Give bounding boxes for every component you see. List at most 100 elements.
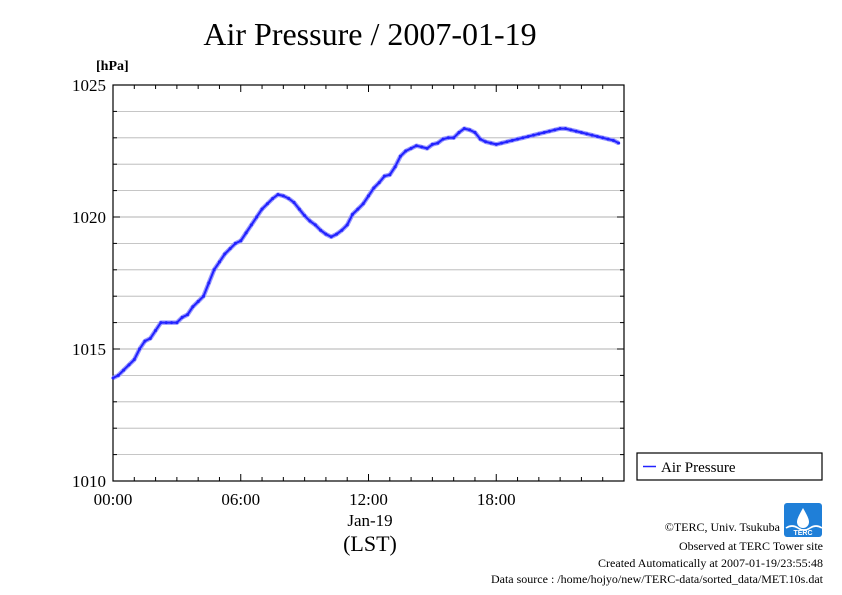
series-line xyxy=(112,127,620,379)
x-tick-label: 12:00 xyxy=(349,490,388,509)
data-point xyxy=(340,228,344,232)
data-point xyxy=(297,207,301,211)
data-point xyxy=(265,202,269,206)
data-point xyxy=(478,137,482,141)
data-point xyxy=(484,140,488,144)
data-point xyxy=(526,134,530,138)
data-point xyxy=(558,127,562,131)
data-point xyxy=(436,141,440,145)
data-point xyxy=(260,207,264,211)
data-point xyxy=(468,128,472,132)
data-point xyxy=(441,137,445,141)
data-point xyxy=(595,134,599,138)
series-layer xyxy=(111,126,621,381)
legend: Air Pressure xyxy=(636,452,823,481)
data-point xyxy=(111,376,115,380)
created-text: Created Automatically at 2007-01-19/23:5… xyxy=(598,556,823,570)
data-point xyxy=(212,268,216,272)
data-point xyxy=(452,136,456,140)
data-point xyxy=(537,132,541,136)
data-point xyxy=(393,165,397,169)
data-point xyxy=(521,136,525,140)
data-point xyxy=(217,260,221,264)
data-point xyxy=(201,294,205,298)
data-point xyxy=(563,127,567,131)
data-point xyxy=(255,215,259,219)
data-point xyxy=(207,281,211,285)
data-point xyxy=(404,149,408,153)
data-point xyxy=(138,347,142,351)
y-tick-label: 1015 xyxy=(72,340,106,359)
data-point xyxy=(601,136,605,140)
x-tick-label: 18:00 xyxy=(477,490,516,509)
data-point xyxy=(516,137,520,141)
observed-text: Observed at TERC Tower site xyxy=(679,539,823,553)
data-point xyxy=(372,186,376,190)
data-point xyxy=(494,142,498,146)
y-axis-label: [hPa] xyxy=(96,59,129,74)
data-point xyxy=(223,252,227,256)
data-point xyxy=(319,228,323,232)
grid-lines xyxy=(113,111,624,456)
data-point xyxy=(154,329,158,333)
tick-labels: 1010 1015 1020 1025 00:00 06:00 12:00 18:00 xyxy=(72,76,516,509)
data-point xyxy=(356,207,360,211)
logo-drop-icon xyxy=(797,508,809,528)
data-point xyxy=(361,202,365,206)
data-point xyxy=(127,363,131,367)
y-tick-label: 1010 xyxy=(72,472,106,491)
data-point xyxy=(159,321,163,325)
x-tick-label: 00:00 xyxy=(94,490,133,509)
data-point xyxy=(446,136,450,140)
data-point xyxy=(430,142,434,146)
data-point xyxy=(122,368,126,372)
data-point xyxy=(143,339,147,343)
data-point xyxy=(425,146,429,150)
data-point xyxy=(148,336,152,340)
data-point xyxy=(590,133,594,137)
data-point xyxy=(292,200,296,204)
data-point xyxy=(489,141,493,145)
data-point xyxy=(180,315,184,319)
data-point xyxy=(606,137,610,141)
data-point xyxy=(271,197,275,201)
data-point xyxy=(324,232,328,236)
data-point xyxy=(249,223,253,227)
data-point xyxy=(164,321,168,325)
data-point xyxy=(186,313,190,317)
series-line-halo xyxy=(112,126,620,381)
source-text: Data source : /home/hojyo/new/TERC-data/… xyxy=(491,572,824,586)
data-point xyxy=(569,128,573,132)
data-point xyxy=(281,194,285,198)
data-point xyxy=(579,131,583,135)
data-point xyxy=(287,197,291,201)
data-point xyxy=(335,232,339,236)
legend-box xyxy=(636,452,823,481)
data-point xyxy=(170,321,174,325)
data-point xyxy=(542,131,546,135)
data-point xyxy=(547,129,551,133)
data-point xyxy=(244,231,248,235)
copyright-text: ©TERC, Univ. Tsukuba xyxy=(665,520,781,534)
data-point xyxy=(409,146,413,150)
data-point xyxy=(308,219,312,223)
logo-text: TERC xyxy=(793,530,812,537)
data-point xyxy=(239,239,243,243)
data-point xyxy=(457,131,461,135)
data-point xyxy=(574,129,578,133)
data-point xyxy=(329,235,333,239)
data-point xyxy=(382,174,386,178)
axis-ticks xyxy=(112,84,625,482)
data-point xyxy=(532,133,536,137)
data-point xyxy=(132,358,136,362)
data-point xyxy=(510,138,514,142)
data-point xyxy=(233,241,237,245)
data-point xyxy=(585,132,589,136)
x-tick-label: 06:00 xyxy=(221,490,260,509)
data-point xyxy=(313,223,317,227)
y-tick-label: 1020 xyxy=(72,208,106,227)
data-point xyxy=(414,144,418,148)
data-point xyxy=(388,173,392,177)
data-point xyxy=(398,154,402,158)
